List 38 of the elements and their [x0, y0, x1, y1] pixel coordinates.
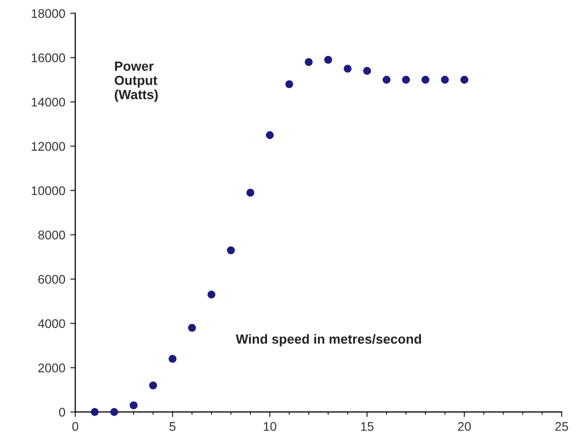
- point: [402, 76, 410, 84]
- point: [285, 80, 294, 88]
- y-tick-label: 12000: [32, 142, 66, 151]
- point: [130, 401, 138, 410]
- point: [90, 408, 99, 416]
- point: [246, 188, 254, 197]
- y-tick-label: 18000: [32, 9, 66, 18]
- x-tick-label: 10: [264, 422, 276, 431]
- point: [226, 246, 235, 254]
- x-tick-label: 20: [458, 422, 471, 431]
- point: [344, 64, 352, 73]
- point: [208, 290, 216, 299]
- y-tick-label: 0: [59, 408, 66, 417]
- point: [266, 131, 274, 140]
- y-tick-label: 16000: [32, 53, 66, 62]
- x-tick-label: 5: [170, 422, 176, 431]
- point: [440, 76, 449, 84]
- point: [110, 408, 118, 416]
- annotation: Power Output (Watts): [114, 62, 158, 102]
- point: [382, 76, 390, 84]
- y-tick-label: 8000: [38, 230, 66, 240]
- x-tick-label: 15: [361, 422, 374, 431]
- point: [421, 76, 430, 84]
- point: [188, 324, 196, 332]
- y-tick-label: 10000: [32, 186, 66, 196]
- x-tick-label: 0: [72, 422, 78, 431]
- point: [460, 76, 468, 84]
- point: [149, 381, 158, 390]
- point: [363, 66, 372, 75]
- point: [168, 354, 176, 363]
- x-tick-label: 25: [555, 422, 568, 431]
- y-tick-label: 2000: [38, 363, 66, 372]
- y-tick-label: 6000: [38, 274, 66, 284]
- y-tick-label: 4000: [38, 319, 66, 328]
- annotation: Wind speed in metres/second: [236, 334, 422, 346]
- y-tick-label: 14000: [32, 98, 66, 107]
- point: [304, 58, 313, 66]
- point: [324, 56, 332, 64]
